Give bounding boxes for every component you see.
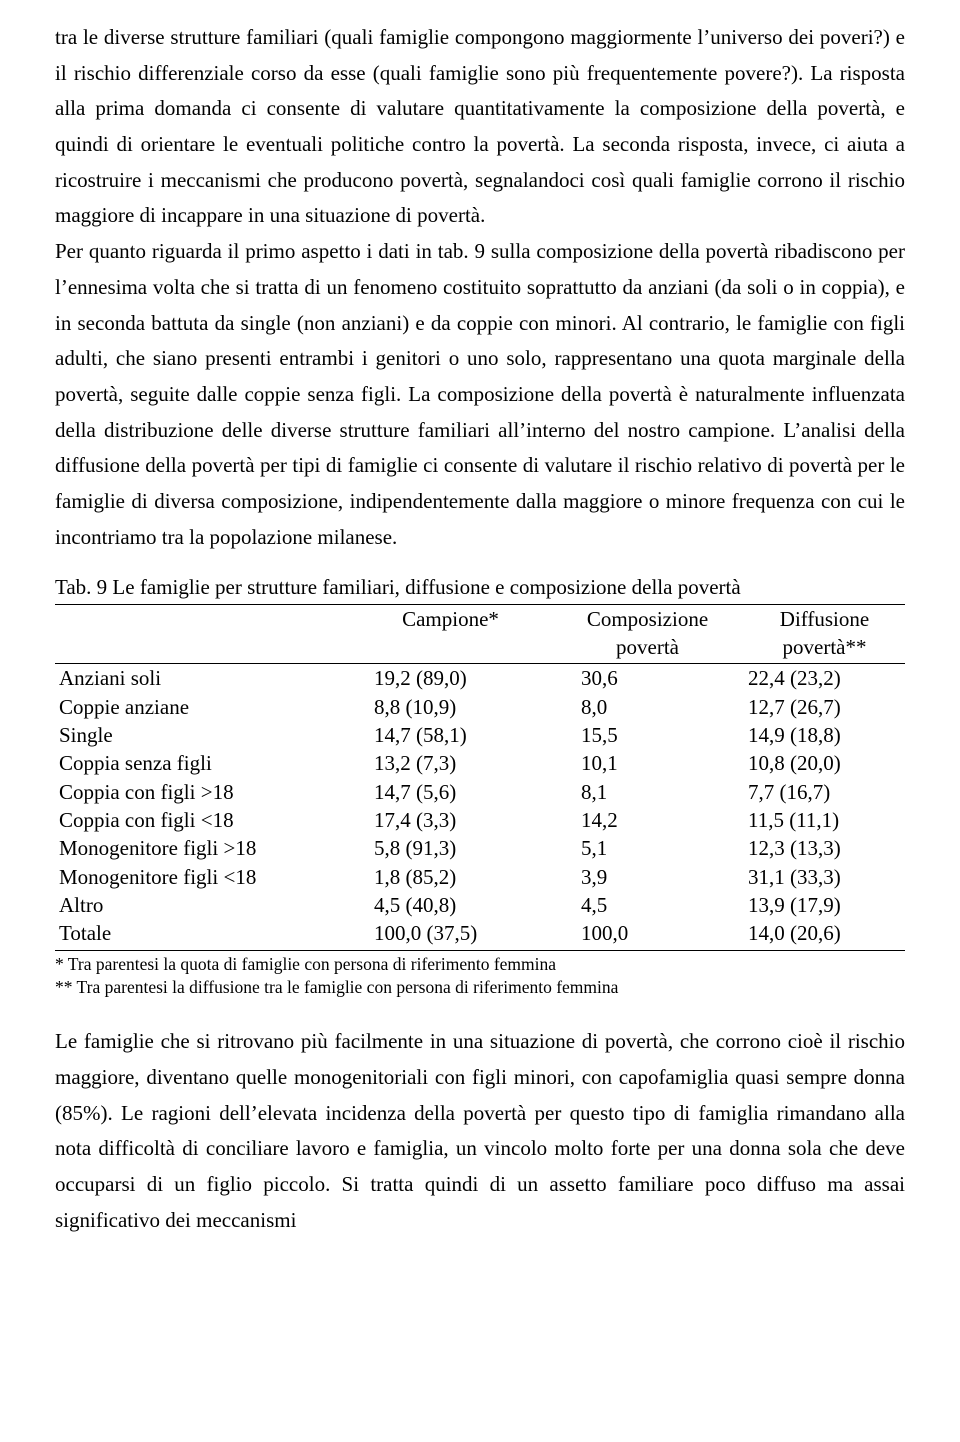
cell-diffusione: 14,9 (18,8) — [718, 721, 905, 749]
cell-composizione: 3,9 — [531, 863, 718, 891]
table-row: Single14,7 (58,1)15,514,9 (18,8) — [55, 721, 905, 749]
cell-campione: 19,2 (89,0) — [344, 664, 531, 693]
table-row: Coppie anziane8,8 (10,9)8,012,7 (26,7) — [55, 693, 905, 721]
row-label: Monogenitore figli >18 — [55, 834, 344, 862]
body-paragraph-2: Per quanto riguarda il primo aspetto i d… — [55, 234, 905, 555]
table-row: Altro4,5 (40,8)4,513,9 (17,9) — [55, 891, 905, 919]
cell-diffusione: 12,7 (26,7) — [718, 693, 905, 721]
cell-composizione: 8,0 — [531, 693, 718, 721]
body-paragraph-1: tra le diverse strutture familiari (qual… — [55, 20, 905, 234]
table-row: Monogenitore figli >185,8 (91,3)5,112,3 … — [55, 834, 905, 862]
cell-campione: 17,4 (3,3) — [344, 806, 531, 834]
cell-composizione: 5,1 — [531, 834, 718, 862]
cell-campione: 100,0 (37,5) — [344, 919, 531, 950]
row-label: Monogenitore figli <18 — [55, 863, 344, 891]
row-label: Altro — [55, 891, 344, 919]
cell-diffusione: 10,8 (20,0) — [718, 749, 905, 777]
cell-composizione: 15,5 — [531, 721, 718, 749]
table-row: Monogenitore figli <181,8 (85,2)3,931,1 … — [55, 863, 905, 891]
row-label: Coppia con figli <18 — [55, 806, 344, 834]
table-9: Campione* Composizione povertà Diffusion… — [55, 605, 905, 951]
table-row: Totale100,0 (37,5)100,014,0 (20,6) — [55, 919, 905, 950]
row-label: Anziani soli — [55, 664, 344, 693]
table-9-footnote-1: * Tra parentesi la quota di famiglie con… — [55, 953, 905, 976]
cell-composizione: 100,0 — [531, 919, 718, 950]
table-row: Coppia senza figli13,2 (7,3)10,110,8 (20… — [55, 749, 905, 777]
row-label: Totale — [55, 919, 344, 950]
row-label: Single — [55, 721, 344, 749]
cell-diffusione: 22,4 (23,2) — [718, 664, 905, 693]
table-header-empty — [55, 605, 344, 664]
cell-composizione: 10,1 — [531, 749, 718, 777]
cell-diffusione: 13,9 (17,9) — [718, 891, 905, 919]
cell-campione: 4,5 (40,8) — [344, 891, 531, 919]
cell-composizione: 4,5 — [531, 891, 718, 919]
table-row: Coppia con figli <1817,4 (3,3)14,211,5 (… — [55, 806, 905, 834]
cell-campione: 8,8 (10,9) — [344, 693, 531, 721]
cell-diffusione: 12,3 (13,3) — [718, 834, 905, 862]
table-9-footnote-2: ** Tra parentesi la diffusione tra le fa… — [55, 976, 905, 999]
body-paragraph-3: Le famiglie che si ritrovano più facilme… — [55, 1024, 905, 1238]
cell-diffusione: 31,1 (33,3) — [718, 863, 905, 891]
table-header-campione: Campione* — [344, 605, 531, 664]
cell-composizione: 30,6 — [531, 664, 718, 693]
cell-campione: 14,7 (5,6) — [344, 778, 531, 806]
cell-campione: 5,8 (91,3) — [344, 834, 531, 862]
table-header-composizione: Composizione povertà — [531, 605, 718, 664]
table-row: Coppia con figli >1814,7 (5,6)8,1 7,7 (1… — [55, 778, 905, 806]
cell-composizione: 8,1 — [531, 778, 718, 806]
cell-campione: 1,8 (85,2) — [344, 863, 531, 891]
cell-campione: 13,2 (7,3) — [344, 749, 531, 777]
row-label: Coppia senza figli — [55, 749, 344, 777]
table-9-title: Tab. 9 Le famiglie per strutture familia… — [55, 573, 905, 604]
cell-diffusione: 14,0 (20,6) — [718, 919, 905, 950]
cell-campione: 14,7 (58,1) — [344, 721, 531, 749]
table-header-diffusione: Diffusione povertà** — [718, 605, 905, 664]
cell-diffusione: 7,7 (16,7) — [718, 778, 905, 806]
cell-composizione: 14,2 — [531, 806, 718, 834]
table-row: Anziani soli19,2 (89,0)30,622,4 (23,2) — [55, 664, 905, 693]
row-label: Coppia con figli >18 — [55, 778, 344, 806]
cell-diffusione: 11,5 (11,1) — [718, 806, 905, 834]
row-label: Coppie anziane — [55, 693, 344, 721]
